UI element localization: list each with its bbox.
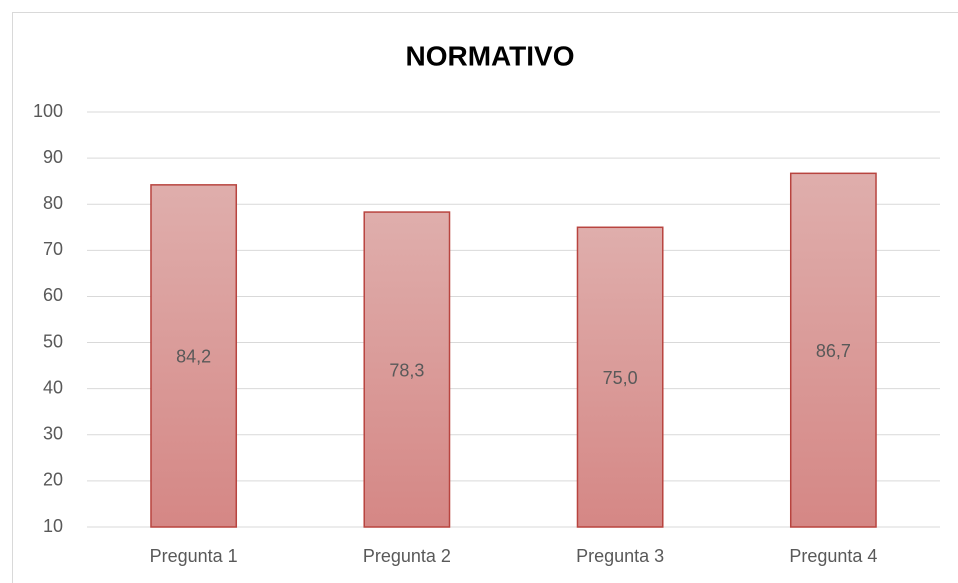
y-tick-label: 20 (43, 470, 63, 490)
bar (789, 172, 877, 528)
x-tick-label: Pregunta 3 (576, 546, 664, 566)
y-tick-label: 90 (43, 147, 63, 167)
y-tick-label: 60 (43, 285, 63, 305)
data-label: 78,3 (389, 360, 424, 380)
data-label: 86,7 (816, 341, 851, 361)
y-tick-label: 100 (33, 101, 63, 121)
data-label: 75,0 (603, 368, 638, 388)
chart-title: NORMATIVO (405, 40, 574, 71)
y-tick-label: 40 (43, 377, 63, 397)
y-tick-label: 10 (43, 516, 63, 536)
y-tick-label: 50 (43, 331, 63, 351)
bar (576, 226, 664, 528)
x-tick-label: Pregunta 2 (363, 546, 451, 566)
y-tick-label: 80 (43, 193, 63, 213)
bar (363, 211, 451, 528)
x-tick-label: Pregunta 4 (789, 546, 877, 566)
y-tick-label: 70 (43, 239, 63, 259)
x-tick-label: Pregunta 1 (150, 546, 238, 566)
y-tick-label: 30 (43, 424, 63, 444)
bar (150, 184, 238, 528)
data-label: 84,2 (176, 347, 211, 367)
